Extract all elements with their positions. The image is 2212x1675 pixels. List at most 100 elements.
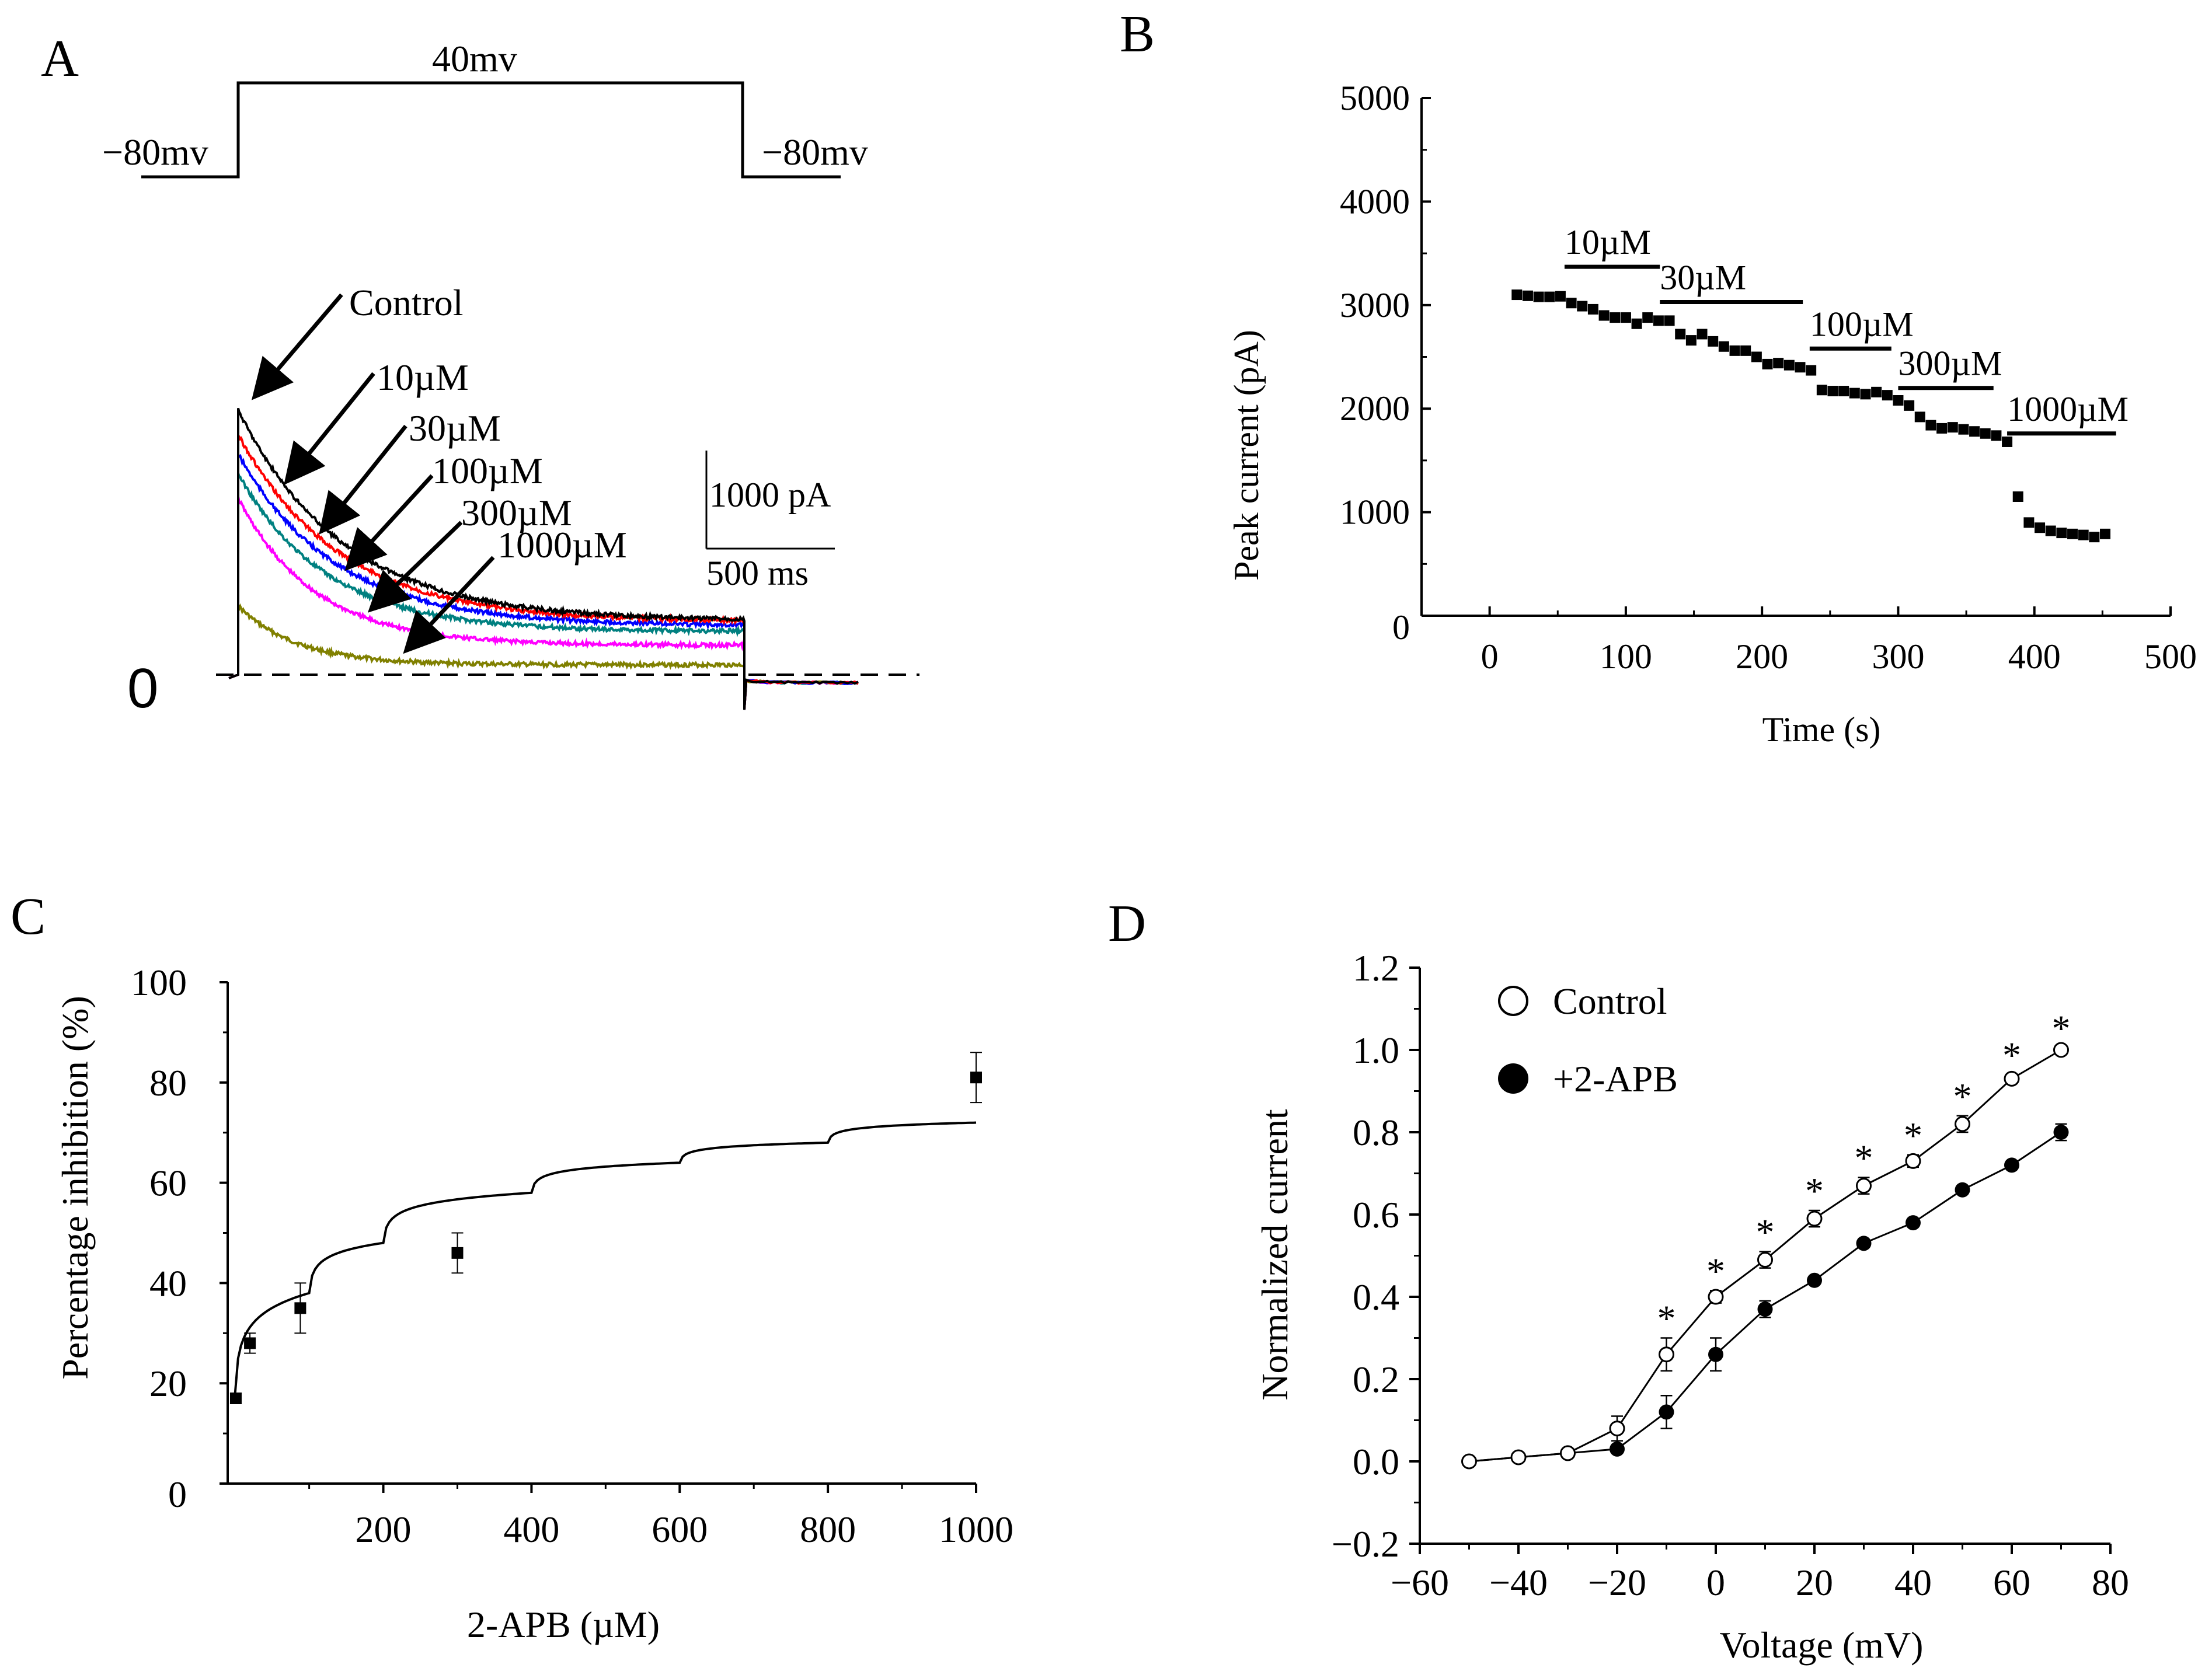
- x-tick-label-d: −40: [1489, 1562, 1548, 1603]
- data-point-2apb: [1659, 1404, 1674, 1420]
- current-traces: [228, 407, 859, 710]
- y-tick-label-c: 20: [149, 1363, 187, 1404]
- x-tick-label-c: 1000: [939, 1509, 1013, 1550]
- data-point-b: [1577, 301, 1588, 312]
- x-axis-label-c: 2-APB (µM): [467, 1604, 660, 1645]
- data-point-b: [1522, 290, 1533, 301]
- y-tick-label-d: 0.6: [1353, 1194, 1399, 1236]
- data-point-b: [1708, 336, 1719, 347]
- data-point-control: [1757, 1252, 1773, 1268]
- y-tick-label-c: 60: [149, 1163, 187, 1204]
- data-point-control: [1905, 1153, 1921, 1169]
- protocol-holding-right: −80mv: [762, 131, 868, 173]
- trace-label-100M: 100µM: [432, 450, 543, 491]
- data-point-b: [2045, 525, 2056, 536]
- significance-star: *: [2052, 1007, 2071, 1049]
- protocol-step-label: 40mv: [432, 38, 517, 79]
- data-point-2apb: [1610, 1441, 1625, 1457]
- y-tick-label-d: 1.2: [1353, 947, 1399, 989]
- x-axis-label-b: Time (s): [1762, 710, 1881, 749]
- trace-label-1000M: 1000µM: [497, 524, 627, 566]
- panel-label-a: A: [41, 30, 79, 88]
- y-tick-label-c: 0: [168, 1474, 187, 1515]
- data-point-2apb: [2004, 1157, 2019, 1173]
- panel-label-c: C: [11, 888, 46, 945]
- concentration-label-b: 100µM: [1810, 305, 1914, 343]
- x-tick-label-b: 200: [1736, 637, 1788, 676]
- significance-star: *: [1805, 1170, 1824, 1212]
- y-axis-label-c: Percentage inhibition (%): [54, 996, 96, 1380]
- x-tick-label-c: 800: [800, 1509, 856, 1550]
- y-tick-label-b: 2000: [1340, 389, 1410, 428]
- legend-d: Control +2-APB: [1498, 980, 1678, 1100]
- data-point-b: [1795, 362, 1806, 373]
- data-point-b: [1718, 341, 1729, 352]
- x-axis-label-d: Voltage (mV): [1720, 1624, 1924, 1666]
- significance-star: *: [1904, 1115, 1922, 1156]
- legend-marker-control: [1498, 986, 1528, 1016]
- data-point-c: [451, 1247, 464, 1259]
- data-point-b: [2023, 517, 2035, 528]
- data-point-b: [2067, 528, 2078, 539]
- y-axis-label-b: Peak current (pA): [1227, 330, 1266, 581]
- data-point-b: [1969, 426, 1980, 437]
- y-tick-label-b: 0: [1392, 608, 1410, 647]
- legend-label-2apb: +2-APB: [1553, 1058, 1678, 1100]
- panel-b: B 0 100 200 300 400 500010002000300040005000 …: [1120, 5, 2197, 749]
- y-tick-label-c: 80: [149, 1062, 187, 1104]
- arrow-300M: [367, 521, 463, 613]
- data-point-b: [1675, 329, 1686, 340]
- data-point-b: [1827, 386, 1838, 397]
- data-point-b: [1610, 312, 1621, 323]
- data-point-b: [1697, 329, 1708, 340]
- data-point-control: [1560, 1445, 1576, 1461]
- trace-label-10M: 10µM: [377, 357, 469, 398]
- data-point-b: [1664, 315, 1675, 326]
- trace-label-Control: Control: [349, 282, 464, 323]
- y-tick-label-b: 3000: [1340, 286, 1410, 324]
- x-tick-label-d: 60: [1993, 1562, 2030, 1603]
- data-point-b: [1849, 388, 1860, 399]
- scale-bar-current-label: 1000 pA: [709, 476, 831, 514]
- voltage-protocol-trace: [141, 81, 841, 179]
- arrow-1000M: [403, 556, 495, 654]
- panel-d: D −60 −40 −20 0 20 40 60 80 −0.2 0.0 0.2 0.4 0.6 0.8 1…: [1108, 895, 2129, 1666]
- data-point-control: [1708, 1289, 1724, 1305]
- data-point-control: [1510, 1449, 1527, 1465]
- data-point-control: [1609, 1421, 1625, 1437]
- data-point-b: [1620, 312, 1631, 323]
- data-point-2apb: [1955, 1182, 1970, 1198]
- current-trace-30M: [228, 453, 859, 710]
- y-tick-label-d: 1.0: [1353, 1030, 1399, 1071]
- zero-label: 0: [127, 657, 158, 720]
- axes-c: 200 400 600 800 1000 0 20 40 60 80 100: [131, 962, 1013, 1550]
- data-point-control: [2004, 1070, 2020, 1087]
- data-point-b: [1806, 365, 1817, 376]
- y-tick-label-b: 5000: [1340, 79, 1410, 117]
- data-point-2apb: [1856, 1236, 1872, 1251]
- data-point-b: [2002, 436, 2013, 447]
- concentration-label-b: 300µM: [1898, 344, 2002, 383]
- x-tick-label-c: 200: [356, 1509, 412, 1550]
- data-point-c: [294, 1302, 306, 1314]
- trace-label-300M: 300µM: [461, 492, 572, 533]
- current-trace-1000M: [228, 603, 859, 710]
- data-point-b: [1533, 291, 1544, 302]
- significance-star: *: [1855, 1137, 1873, 1179]
- data-point-control: [1856, 1178, 1872, 1194]
- panel-a: A −80mv 40mv −80mv 0 1000 pA 500 ms Cont…: [41, 30, 919, 720]
- significance-star: *: [1706, 1250, 1725, 1292]
- data-point-b: [1544, 291, 1555, 302]
- x-tick-label-d: −20: [1588, 1562, 1646, 1603]
- significance-stars-d: * * * * * * * * *: [1657, 1007, 2071, 1339]
- panel-label-b: B: [1120, 5, 1155, 63]
- data-point-b: [1566, 298, 1577, 309]
- data-point-b: [1816, 385, 1827, 396]
- fit-curve-c: [234, 1121, 977, 1394]
- protocol-holding-left: −80mv: [102, 131, 208, 173]
- data-point-control: [1461, 1453, 1477, 1470]
- y-tick-label-d: 0.8: [1353, 1112, 1399, 1153]
- current-trace-100M: [228, 473, 858, 710]
- data-point-b: [1653, 315, 1664, 326]
- x-tick-label-d: 20: [1796, 1562, 1833, 1603]
